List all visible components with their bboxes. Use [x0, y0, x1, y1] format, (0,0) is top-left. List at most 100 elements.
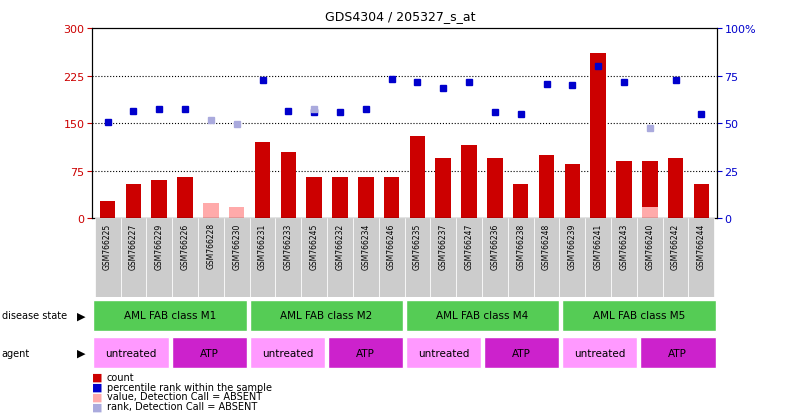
- Bar: [406, 300, 559, 331]
- Text: ATP: ATP: [199, 348, 219, 358]
- Bar: [611, 219, 637, 297]
- Bar: [562, 300, 715, 331]
- Bar: [126, 184, 141, 219]
- Bar: [100, 201, 115, 219]
- Bar: [328, 337, 403, 368]
- Bar: [430, 219, 456, 297]
- Bar: [171, 337, 247, 368]
- Text: GDS4304 / 205327_s_at: GDS4304 / 205327_s_at: [325, 10, 476, 23]
- Bar: [353, 219, 379, 297]
- Text: count: count: [107, 372, 134, 382]
- Text: GSM766243: GSM766243: [619, 223, 629, 269]
- Text: GSM766234: GSM766234: [361, 223, 370, 269]
- Text: AML FAB class M4: AML FAB class M4: [437, 311, 529, 320]
- Bar: [565, 165, 580, 219]
- Bar: [689, 219, 714, 297]
- Bar: [198, 219, 223, 297]
- Bar: [151, 181, 167, 219]
- Text: ATP: ATP: [356, 348, 375, 358]
- Text: untreated: untreated: [418, 348, 469, 358]
- Bar: [662, 219, 689, 297]
- Bar: [358, 178, 373, 219]
- Bar: [327, 219, 353, 297]
- Bar: [539, 156, 554, 219]
- Text: agent: agent: [2, 348, 30, 358]
- Text: ■: ■: [92, 392, 103, 401]
- Bar: [250, 219, 276, 297]
- Text: ■: ■: [92, 372, 103, 382]
- Text: untreated: untreated: [106, 348, 157, 358]
- Bar: [120, 219, 147, 297]
- Text: ■: ■: [92, 382, 103, 392]
- Text: disease state: disease state: [2, 311, 66, 320]
- Text: GSM766226: GSM766226: [180, 223, 190, 269]
- Bar: [586, 219, 611, 297]
- Text: GSM766225: GSM766225: [103, 223, 112, 269]
- Text: GSM766246: GSM766246: [387, 223, 396, 269]
- Text: GSM766232: GSM766232: [336, 223, 344, 269]
- Bar: [172, 219, 198, 297]
- Bar: [482, 219, 508, 297]
- Text: AML FAB class M5: AML FAB class M5: [593, 311, 685, 320]
- Bar: [640, 337, 715, 368]
- Bar: [147, 219, 172, 297]
- Text: GSM766235: GSM766235: [413, 223, 422, 269]
- Bar: [307, 178, 322, 219]
- Text: GSM766236: GSM766236: [490, 223, 499, 269]
- Text: AML FAB class M1: AML FAB class M1: [124, 311, 216, 320]
- Bar: [301, 219, 327, 297]
- Bar: [379, 219, 405, 297]
- Bar: [250, 337, 325, 368]
- Bar: [203, 203, 219, 219]
- Bar: [223, 219, 250, 297]
- Bar: [409, 137, 425, 219]
- Bar: [95, 219, 120, 297]
- Bar: [642, 207, 658, 219]
- Bar: [484, 337, 559, 368]
- Text: GSM766245: GSM766245: [310, 223, 319, 269]
- Bar: [276, 219, 301, 297]
- Bar: [562, 337, 638, 368]
- Bar: [436, 159, 451, 219]
- Bar: [637, 219, 662, 297]
- Text: GSM766238: GSM766238: [516, 223, 525, 269]
- Text: ▶: ▶: [77, 311, 86, 320]
- Bar: [177, 178, 193, 219]
- Text: GSM766244: GSM766244: [697, 223, 706, 269]
- Text: GSM766247: GSM766247: [465, 223, 473, 269]
- Text: AML FAB class M2: AML FAB class M2: [280, 311, 372, 320]
- Bar: [94, 300, 247, 331]
- Text: ATP: ATP: [668, 348, 687, 358]
- Text: GSM766231: GSM766231: [258, 223, 267, 269]
- Bar: [508, 219, 533, 297]
- Bar: [642, 162, 658, 219]
- Text: GSM766240: GSM766240: [646, 223, 654, 269]
- Bar: [406, 337, 481, 368]
- Bar: [384, 178, 400, 219]
- Text: rank, Detection Call = ABSENT: rank, Detection Call = ABSENT: [107, 401, 257, 411]
- Bar: [533, 219, 559, 297]
- Bar: [694, 184, 709, 219]
- Bar: [456, 219, 482, 297]
- Bar: [405, 219, 430, 297]
- Bar: [590, 54, 606, 219]
- Text: untreated: untreated: [574, 348, 626, 358]
- Bar: [461, 146, 477, 219]
- Text: GSM766233: GSM766233: [284, 223, 293, 269]
- Bar: [513, 184, 529, 219]
- Bar: [94, 337, 169, 368]
- Bar: [668, 159, 683, 219]
- Bar: [255, 143, 270, 219]
- Text: ▶: ▶: [77, 348, 86, 358]
- Bar: [229, 207, 244, 219]
- Text: ■: ■: [92, 401, 103, 411]
- Text: GSM766239: GSM766239: [568, 223, 577, 269]
- Text: GSM766242: GSM766242: [671, 223, 680, 269]
- Text: GSM766230: GSM766230: [232, 223, 241, 269]
- Text: GSM766228: GSM766228: [207, 223, 215, 269]
- Bar: [559, 219, 586, 297]
- Bar: [332, 178, 348, 219]
- Text: percentile rank within the sample: percentile rank within the sample: [107, 382, 272, 392]
- Bar: [487, 159, 502, 219]
- Bar: [616, 162, 632, 219]
